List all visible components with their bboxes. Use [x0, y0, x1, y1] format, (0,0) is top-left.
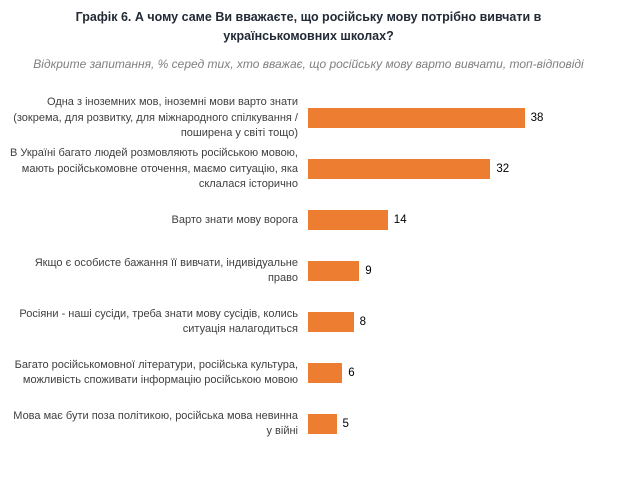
- value-label: 38: [530, 112, 544, 125]
- bar: [308, 210, 388, 231]
- category-label: Якщо є особисте бажання її вивчати, інди…: [34, 256, 298, 285]
- category-label: Росіяни - наші сусіди, треба знати мову …: [19, 307, 298, 336]
- value-label: 32: [496, 163, 510, 176]
- category-label: Варто знати мову ворога: [171, 213, 298, 226]
- category-label: Багато російськомовної літератури, росій…: [14, 358, 298, 387]
- bar: [308, 261, 360, 282]
- chart-row: Якщо є особисте бажання її вивчати, інди…: [8, 246, 617, 297]
- bar-track: 6: [308, 363, 617, 384]
- value-label: 9: [365, 265, 372, 278]
- bar-track: 9: [308, 261, 617, 282]
- bar-track: 38: [308, 108, 617, 129]
- value-label: 8: [359, 316, 366, 329]
- bar-track: 8: [308, 312, 617, 333]
- chart-row: Росіяни - наші сусіди, треба знати мову …: [8, 297, 617, 348]
- category-label: Мова має бути поза політикою, російська …: [13, 409, 298, 438]
- bar-track: 14: [308, 210, 617, 231]
- chart-row: Мова має бути поза політикою, російська …: [8, 399, 617, 450]
- bar-chart: Одна з іноземних мов, іноземні мови варт…: [0, 93, 617, 450]
- chart-header: Графік 6. А чому саме Ви вважаєте, що ро…: [29, 0, 589, 73]
- bar: [308, 159, 491, 180]
- bar: [308, 108, 525, 129]
- chart-subtitle: Відкрите запитання, % серед тих, хто вва…: [33, 56, 584, 71]
- bar: [308, 414, 337, 435]
- category-label: В Україні багато людей розмовляють росій…: [9, 147, 298, 190]
- chart-row: В Україні багато людей розмовляють росій…: [8, 144, 617, 195]
- bar: [308, 312, 354, 333]
- value-label: 5: [342, 418, 349, 431]
- chart-row: Багато російськомовної літератури, росій…: [8, 348, 617, 399]
- chart-title: Графік 6. А чому саме Ви вважаєте, що ро…: [75, 10, 542, 44]
- bar: [308, 363, 343, 384]
- category-label: Одна з іноземних мов, іноземні мови варт…: [13, 96, 298, 139]
- value-label: 14: [393, 214, 407, 227]
- bar-track: 5: [308, 414, 617, 435]
- chart-row: Варто знати мову ворога 14: [8, 195, 617, 246]
- value-label: 6: [348, 367, 355, 380]
- chart-row: Одна з іноземних мов, іноземні мови варт…: [8, 93, 617, 144]
- bar-track: 32: [308, 159, 617, 180]
